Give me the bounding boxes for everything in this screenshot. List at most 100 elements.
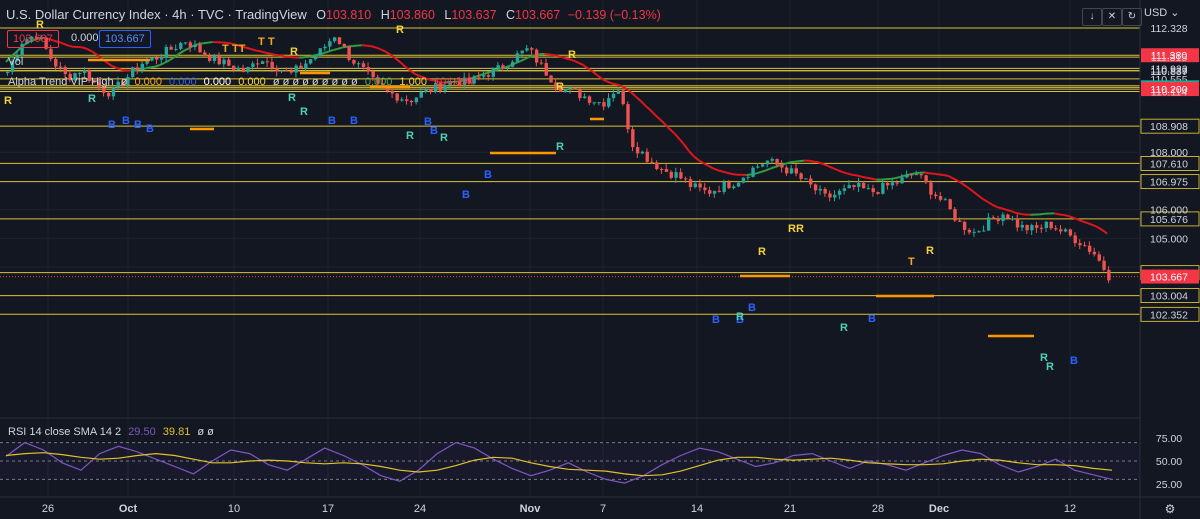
trend-seg-109 — [524, 55, 531, 60]
candle-body-80 — [390, 90, 395, 94]
rsi-legend[interactable]: RSI 14 close SMA 14 2 29.50 39.81 ø ø — [8, 426, 214, 438]
candle-body-60 — [294, 65, 298, 73]
trend-seg-208 — [1001, 207, 1007, 211]
trend-seg-186 — [895, 175, 901, 180]
trend-seg-138 — [664, 123, 671, 130]
rsi-value: 29.50 — [128, 426, 156, 438]
candle-body-48 — [236, 68, 241, 70]
price-axis[interactable]: 112.328 111.380111.315110.922110.839110.8… — [1139, 0, 1200, 519]
candle-body-107 — [520, 50, 524, 54]
price-pill[interactable]: 103.667 — [7, 30, 59, 48]
trend-seg-212 — [1020, 212, 1026, 216]
close-icon[interactable]: ✕ — [1102, 8, 1122, 26]
candle-body-183 — [885, 182, 890, 186]
trend-seg-116 — [558, 55, 565, 59]
candle-body-44 — [217, 55, 221, 65]
time-axis[interactable]: 26 Oct 10 17 24 Nov 7 14 21 28 Dec 12 ⚙ — [0, 496, 1200, 516]
trend-seg-108 — [520, 57, 526, 62]
trend-seg-222 — [1068, 215, 1074, 219]
scroll-down-icon[interactable]: ↓ — [1082, 8, 1102, 26]
candle-body-69 — [337, 37, 342, 45]
candle-body-227 — [1097, 254, 1101, 261]
chart-header: U.S. Dollar Currency Index · 4h · TVC · … — [6, 7, 661, 22]
time-label-10: Dec — [929, 503, 949, 515]
candle-body-146 — [708, 190, 712, 194]
alpha-trend-legend[interactable]: Alpha Trend VIP High ø 0.000 0.000 0.000… — [8, 76, 474, 88]
candle-body-3 — [20, 43, 24, 56]
candle-body-164 — [794, 168, 798, 174]
candle-body-103 — [501, 65, 505, 69]
trend-seg-185 — [890, 177, 896, 180]
trend-seg-197 — [948, 175, 954, 180]
volume-label[interactable]: Vol — [8, 56, 24, 68]
trend-seg-161 — [775, 164, 781, 168]
trend-seg-58 — [279, 54, 286, 58]
candle-body-68 — [332, 37, 337, 42]
trend-seg-142 — [683, 143, 690, 152]
time-label-11: 12 — [1064, 503, 1076, 515]
trend-seg-79 — [380, 48, 387, 53]
trend-seg-71 — [342, 45, 348, 49]
candle-body-125 — [607, 98, 611, 107]
candle-body-212 — [1025, 224, 1029, 231]
price-pill-2[interactable]: 103.667 — [99, 30, 151, 48]
rsi-axis-label-0: 75.00 — [1156, 433, 1182, 445]
candle-body-214 — [1035, 225, 1039, 228]
trend-seg-145 — [697, 159, 704, 164]
trend-seg-148 — [712, 167, 719, 172]
candle-body-149 — [722, 181, 726, 192]
trend-seg-76 — [366, 44, 372, 48]
candle-body-206 — [996, 218, 1000, 221]
trend-seg-47 — [227, 41, 233, 45]
trend-seg-12 — [58, 41, 65, 45]
candle-body-7 — [39, 37, 44, 40]
candle-body-121 — [587, 96, 592, 103]
trend-seg-99 — [476, 73, 483, 78]
trend-seg-192 — [924, 171, 930, 175]
signal-24: R — [568, 49, 576, 61]
alpha-val-8: 104.394 — [434, 76, 474, 88]
trend-seg-129 — [621, 85, 627, 90]
candle-body-131 — [635, 147, 640, 154]
trend-seg-119 — [573, 59, 579, 64]
trend-seg-68 — [327, 49, 334, 53]
refresh-icon[interactable]: ↻ — [1122, 8, 1142, 26]
candle-body-55 — [270, 61, 274, 69]
trend-seg-164 — [789, 160, 795, 164]
candle-body-205 — [991, 217, 996, 219]
candle-body-88 — [429, 88, 433, 92]
candle-body-176 — [852, 185, 856, 187]
price-label-box-12 — [1140, 156, 1200, 171]
candle-body-124 — [602, 102, 606, 107]
candle-body-177 — [857, 182, 861, 187]
candle-body-92 — [448, 81, 452, 86]
candle-body-120 — [583, 96, 587, 99]
candle-body-201 — [972, 231, 976, 233]
candle-body-59 — [289, 70, 294, 73]
signal-25: R — [556, 141, 564, 153]
candle-body-160 — [775, 158, 779, 165]
signal-21: B — [462, 189, 470, 201]
alpha-val-4: 0.000 — [238, 76, 266, 88]
trend-seg-157 — [755, 171, 762, 175]
candle-body-30 — [150, 57, 154, 61]
price-label-18: 102.352 — [1150, 309, 1188, 321]
price-label-9: 110.200 — [1150, 84, 1187, 96]
trend-seg-132 — [635, 95, 642, 102]
trend-seg-114 — [549, 53, 555, 57]
signal-16: R — [396, 24, 404, 36]
candle-body-94 — [458, 81, 462, 86]
signal-20: R — [440, 132, 448, 144]
candle-body-86 — [419, 91, 423, 98]
trend-seg-171 — [823, 163, 829, 168]
candle-body-208 — [1006, 214, 1010, 219]
candle-body-102 — [496, 65, 500, 69]
candle-body-62 — [304, 63, 308, 69]
candle-body-195 — [943, 199, 948, 201]
candle-body-20 — [102, 87, 106, 93]
candle-body-178 — [861, 182, 866, 189]
trend-seg-51 — [246, 46, 252, 51]
price-label-10: 110.114 — [1151, 87, 1188, 99]
currency-selector[interactable]: USD ⌄ — [1144, 6, 1198, 19]
